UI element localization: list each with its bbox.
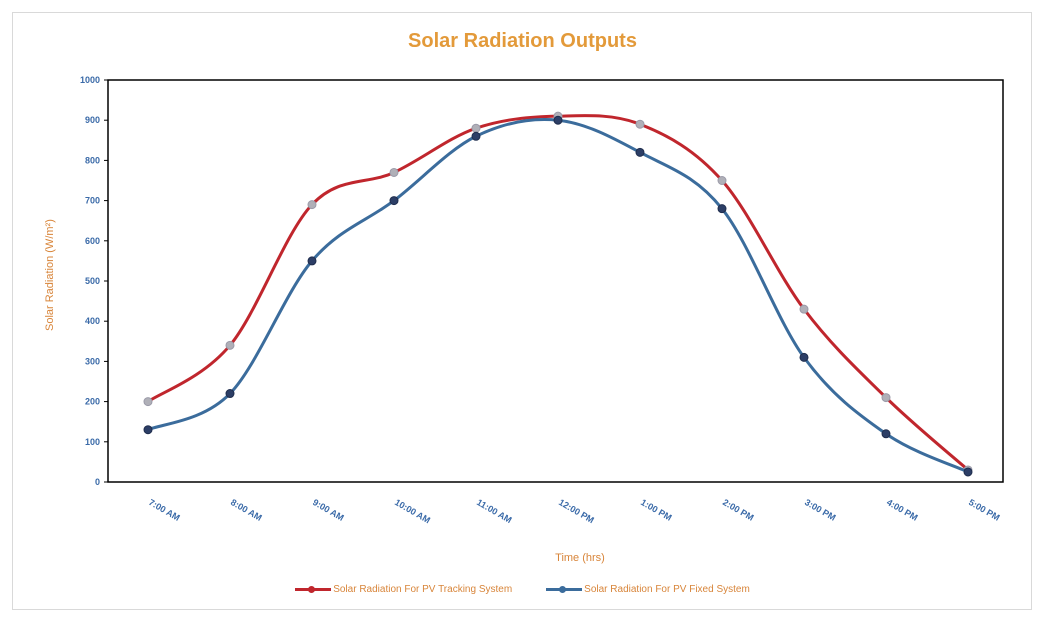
x-axis-label: Time (hrs) [555, 552, 605, 564]
x-tick-label: 4:00 PM [885, 497, 919, 523]
series-line-1 [147, 118, 969, 474]
data-point-1-1 [225, 389, 235, 399]
x-tick-label: 11:00 AM [475, 497, 514, 525]
legend-item-tracking: Solar Radiation For PV Tracking System [295, 584, 512, 595]
data-point-1-6 [635, 147, 645, 157]
y-tick-label: 600 [85, 236, 100, 246]
data-point-0-2 [307, 200, 317, 210]
y-tick-label: 800 [85, 155, 100, 165]
x-tick-label: 8:00 AM [229, 497, 264, 523]
data-point-0-4 [471, 123, 481, 133]
x-tick-label: 3:00 PM [803, 497, 837, 523]
y-tick-label: 900 [85, 115, 100, 125]
data-point-1-0 [143, 425, 153, 435]
y-tick-label: 0 [95, 477, 100, 487]
data-point-0-1 [225, 340, 235, 350]
legend: Solar Radiation For PV Tracking System S… [0, 584, 1045, 595]
x-tick-label: 10:00 AM [393, 497, 432, 525]
legend-label-tracking: Solar Radiation For PV Tracking System [333, 584, 513, 595]
data-point-1-3 [389, 196, 399, 206]
series-line-0 [147, 114, 969, 472]
data-point-0-0 [143, 397, 153, 407]
y-tick-label: 100 [85, 437, 100, 447]
data-point-1-9 [881, 429, 891, 439]
y-tick-label: 700 [85, 196, 100, 206]
y-tick-label: 500 [85, 276, 100, 286]
y-tick-label: 400 [85, 316, 100, 326]
data-point-0-8 [799, 304, 809, 314]
data-point-1-10 [963, 467, 973, 477]
x-tick-label: 12:00 PM [557, 497, 596, 525]
y-tick-label: 200 [85, 397, 100, 407]
y-tick-label: 1000 [80, 75, 100, 85]
data-point-0-9 [881, 393, 891, 403]
legend-swatch-tracking [295, 586, 332, 593]
data-point-1-7 [717, 204, 727, 214]
legend-item-fixed: Solar Radiation For PV Fixed System [546, 584, 750, 595]
x-tick-label: 5:00 PM [967, 497, 1001, 523]
chart-frame [12, 12, 1032, 610]
data-point-0-3 [389, 167, 399, 177]
x-tick-label: 9:00 AM [311, 497, 346, 523]
x-tick-label: 1:00 PM [639, 497, 673, 523]
data-point-1-5 [553, 115, 563, 125]
y-tick-label: 300 [85, 356, 100, 366]
data-point-1-2 [307, 256, 317, 266]
data-point-0-7 [717, 176, 727, 185]
data-point-1-4 [471, 131, 481, 141]
legend-label-fixed: Solar Radiation For PV Fixed System [584, 584, 750, 595]
x-tick-label: 2:00 PM [721, 497, 755, 523]
chart-title: Solar Radiation Outputs [408, 30, 637, 52]
data-point-1-8 [799, 352, 809, 362]
legend-swatch-fixed [546, 586, 583, 593]
x-tick-label: 7:00 AM [147, 497, 182, 523]
data-point-0-6 [635, 119, 645, 129]
